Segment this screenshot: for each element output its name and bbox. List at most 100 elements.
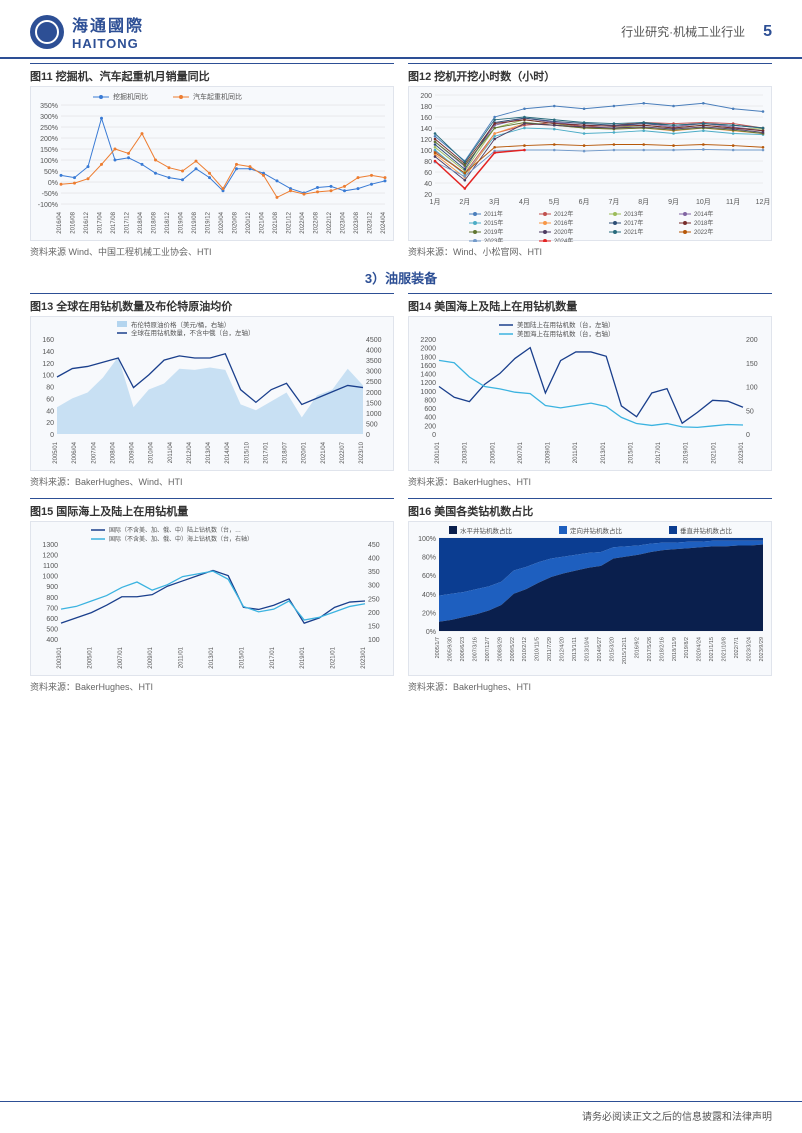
svg-text:700: 700: [46, 605, 58, 612]
svg-text:1200: 1200: [420, 380, 436, 387]
svg-text:国际（不含美、加、俄、中）陆上钻机数（台，…: 国际（不含美、加、俄、中）陆上钻机数（台，…: [109, 526, 241, 534]
svg-text:2003/01: 2003/01: [463, 441, 469, 463]
svg-text:2022/12: 2022/12: [327, 211, 333, 233]
svg-text:布伦特原油价格（美元/桶，右轴）: 布伦特原油价格（美元/桶，右轴）: [131, 320, 230, 329]
svg-text:2006/6/23: 2006/6/23: [460, 637, 466, 661]
svg-text:2013年: 2013年: [624, 210, 643, 218]
company-cn: 海通國際: [72, 12, 144, 36]
svg-text:2001/01: 2001/01: [435, 441, 441, 463]
svg-text:3月: 3月: [489, 198, 500, 206]
doc-category: 行业研究·机械工业行业: [621, 23, 745, 40]
svg-text:水平井钻机数占比: 水平井钻机数占比: [460, 526, 513, 535]
svg-text:150: 150: [368, 623, 380, 630]
svg-text:2023/3/24: 2023/3/24: [747, 637, 753, 661]
svg-text:2010/11/5: 2010/11/5: [535, 637, 541, 661]
svg-text:4500: 4500: [366, 337, 382, 344]
svg-text:200: 200: [746, 337, 758, 344]
svg-text:2021/1/15: 2021/1/15: [709, 637, 715, 661]
svg-text:2022/7/1: 2022/7/1: [734, 637, 740, 658]
svg-text:2017/01: 2017/01: [263, 441, 269, 463]
svg-text:250: 250: [368, 596, 380, 603]
page-header: 海通國際 HAITONG 行业研究·机械工业行业 5: [0, 0, 802, 59]
svg-text:2014/04: 2014/04: [225, 441, 231, 463]
svg-text:2016年: 2016年: [554, 219, 573, 227]
svg-text:2022/08: 2022/08: [314, 211, 320, 233]
svg-text:600: 600: [46, 616, 58, 623]
svg-text:2018/11/9: 2018/11/9: [672, 637, 678, 661]
svg-text:2014/6/27: 2014/6/27: [597, 637, 603, 661]
svg-text:全球在用钻机数量，不含中俄（台，左轴）: 全球在用钻机数量，不含中俄（台，左轴）: [131, 328, 255, 337]
svg-text:2022/07: 2022/07: [340, 441, 346, 463]
svg-text:2021/10/8: 2021/10/8: [722, 637, 728, 661]
svg-text:1000: 1000: [420, 389, 436, 396]
svg-text:2016/9/2: 2016/9/2: [634, 637, 640, 658]
svg-text:200%: 200%: [40, 136, 58, 143]
fig14-source: 资料来源：BakerHughes、HTI: [408, 471, 772, 490]
svg-text:250%: 250%: [40, 125, 58, 132]
svg-text:0: 0: [50, 432, 54, 439]
fig15-chart: 4005006007008009001000110012001300100150…: [30, 521, 394, 676]
fig11-title: 图11 挖掘机、汽车起重机月销量同比: [30, 64, 394, 86]
svg-text:2019/01: 2019/01: [300, 646, 306, 668]
svg-text:定向井钻机数占比: 定向井钻机数占比: [570, 526, 623, 535]
svg-text:2000: 2000: [366, 390, 382, 397]
svg-text:2006/04: 2006/04: [72, 441, 78, 463]
svg-text:2010/04: 2010/04: [149, 441, 155, 463]
svg-text:400: 400: [424, 415, 436, 422]
svg-text:垂直井钻机数占比: 垂直井钻机数占比: [680, 526, 733, 535]
svg-text:350%: 350%: [40, 103, 58, 110]
svg-text:2016/08: 2016/08: [71, 211, 77, 233]
svg-text:200: 200: [424, 423, 436, 430]
svg-text:2017/01: 2017/01: [656, 441, 662, 463]
svg-text:2017/5/26: 2017/5/26: [647, 637, 653, 661]
svg-text:350: 350: [368, 569, 380, 576]
fig11-source: 资料来源 Wind、中国工程机械工业协会、HTI: [30, 241, 394, 260]
svg-text:12月: 12月: [756, 198, 771, 206]
svg-text:40: 40: [46, 408, 54, 415]
svg-text:2018/07: 2018/07: [283, 441, 289, 463]
svg-text:4月: 4月: [519, 198, 530, 206]
svg-text:2021年: 2021年: [624, 228, 643, 236]
figure-11: 图11 挖掘机、汽车起重机月销量同比 -100%-50%0%50%100%150…: [30, 63, 394, 260]
svg-text:100: 100: [42, 373, 54, 380]
svg-text:500: 500: [46, 626, 58, 633]
svg-text:2017/01: 2017/01: [270, 646, 276, 668]
svg-text:汽车起重机同比: 汽车起重机同比: [193, 92, 242, 101]
svg-text:2023/08: 2023/08: [354, 211, 360, 233]
fig16-source: 资料来源：BakerHughes、HTI: [408, 676, 772, 695]
svg-text:2011/01: 2011/01: [573, 441, 579, 463]
fig16-chart: 0%20%40%60%80%100%2005/1/72005/9/302006/…: [408, 521, 772, 676]
svg-text:140: 140: [420, 126, 432, 133]
svg-text:4000: 4000: [366, 348, 382, 355]
logo: 海通國際 HAITONG: [30, 12, 144, 51]
haitong-logo-icon: [30, 15, 64, 49]
svg-text:80: 80: [46, 385, 54, 392]
company-en: HAITONG: [72, 36, 144, 51]
svg-text:60: 60: [424, 170, 432, 177]
svg-text:3000: 3000: [366, 369, 382, 376]
svg-text:2月: 2月: [459, 198, 470, 206]
fig12-source: 资料来源：Wind、小松官网、HTI: [408, 241, 772, 260]
svg-text:2009/04: 2009/04: [130, 441, 136, 463]
svg-text:2005/01: 2005/01: [53, 441, 59, 463]
svg-text:6月: 6月: [579, 198, 590, 206]
fig13-title: 图13 全球在用钻机数量及布伦特原油均价: [30, 294, 394, 316]
svg-text:180: 180: [420, 104, 432, 111]
fig14-chart: 0200400600800100012001400160018002000220…: [408, 316, 772, 471]
figure-12: 图12 挖机开挖小时数（小时） 204060801001201401601802…: [408, 63, 772, 260]
svg-text:2020年: 2020年: [554, 228, 573, 236]
svg-text:2023/9/29: 2023/9/29: [759, 637, 765, 661]
svg-text:11月: 11月: [726, 198, 740, 206]
svg-text:50: 50: [746, 408, 754, 415]
svg-text:1200: 1200: [42, 553, 58, 560]
svg-text:2005/1/7: 2005/1/7: [435, 637, 441, 658]
footer-disclaimer: 请务必阅读正文之后的信息披露和法律声明: [0, 1101, 802, 1133]
svg-text:2015/3/20: 2015/3/20: [609, 637, 615, 661]
svg-text:2021/12: 2021/12: [287, 211, 293, 233]
svg-text:400: 400: [368, 556, 380, 563]
svg-text:0: 0: [746, 432, 750, 439]
svg-text:60%: 60%: [422, 573, 436, 580]
fig16-title: 图16 美国各类钻机数占比: [408, 499, 772, 521]
svg-text:2017/04: 2017/04: [98, 211, 104, 233]
svg-text:2005/01: 2005/01: [87, 646, 93, 668]
